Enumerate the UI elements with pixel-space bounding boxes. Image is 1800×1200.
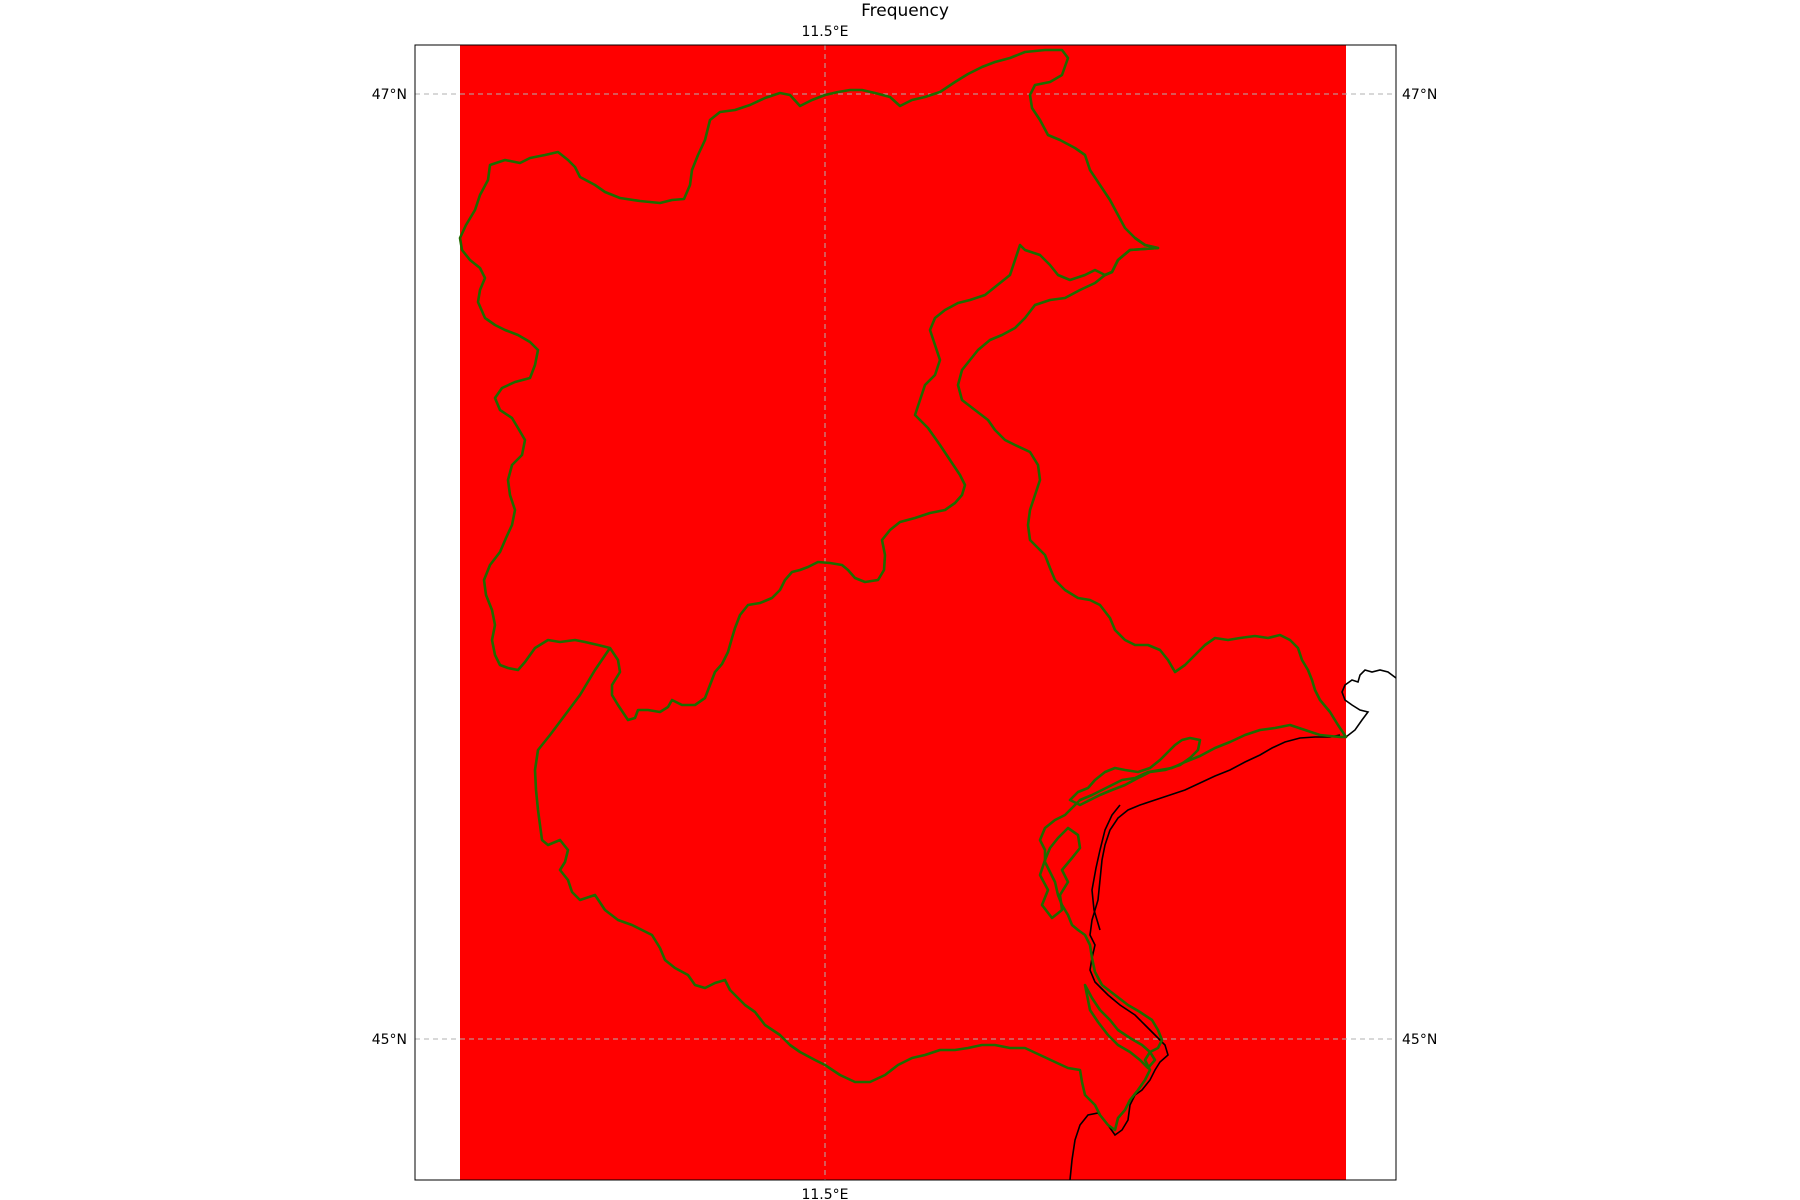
lat-tick-47-left: 47°N — [372, 87, 407, 103]
lon-tick-top: 11.5°E — [801, 24, 848, 40]
map-axes-frame — [414, 44, 1397, 1181]
border-lagoon-islands-middle — [1038, 826, 1082, 920]
lat-tick-45-left: 45°N — [372, 1032, 407, 1048]
border-trentino-alto-adige — [458, 48, 1160, 722]
region-borders — [458, 48, 1348, 1132]
gridlines — [415, 45, 1396, 1180]
coastline-lagoon — [1091, 804, 1121, 931]
coastline-east — [1341, 669, 1397, 738]
frequency-field — [460, 45, 1346, 1180]
border-lagoon-islands-north — [1068, 736, 1202, 807]
lat-tick-47-right: 47°N — [1402, 87, 1437, 103]
border-lagoon-islands-south — [1083, 983, 1157, 1070]
figure-title: Frequency — [861, 1, 949, 21]
border-veneto — [533, 236, 1348, 1132]
lon-tick-bottom: 11.5°E — [801, 1187, 848, 1200]
lat-tick-45-right: 45°N — [1402, 1032, 1437, 1048]
